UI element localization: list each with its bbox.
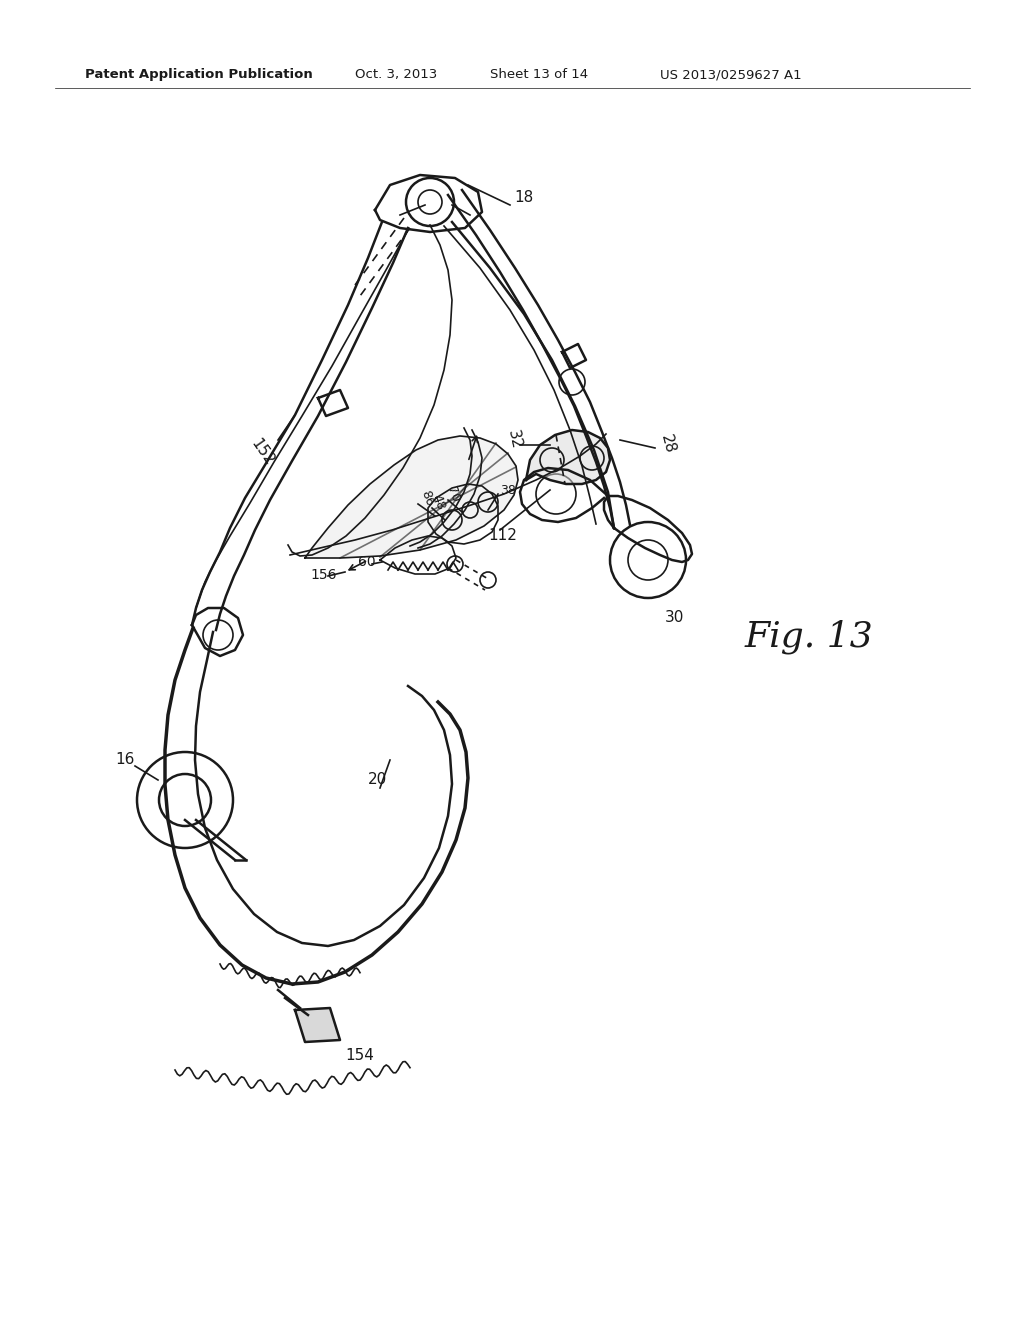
Text: 48: 48	[430, 492, 447, 512]
Text: 70: 70	[444, 484, 462, 504]
Text: 16: 16	[115, 752, 134, 767]
Text: Patent Application Publication: Patent Application Publication	[85, 69, 312, 81]
Text: 60: 60	[358, 554, 376, 569]
Text: Fig. 13: Fig. 13	[745, 620, 873, 655]
Text: 86: 86	[418, 488, 435, 508]
Circle shape	[137, 752, 233, 847]
Text: 28: 28	[658, 433, 678, 455]
Text: 112: 112	[488, 528, 517, 543]
Text: 30: 30	[665, 610, 684, 626]
Polygon shape	[526, 430, 610, 484]
Text: 152: 152	[248, 436, 276, 469]
Text: 32: 32	[505, 429, 523, 451]
Text: Sheet 13 of 14: Sheet 13 of 14	[490, 69, 588, 81]
Polygon shape	[305, 436, 518, 558]
Polygon shape	[295, 1008, 340, 1041]
Text: US 2013/0259627 A1: US 2013/0259627 A1	[660, 69, 802, 81]
Text: 38: 38	[500, 483, 516, 496]
Text: 20: 20	[368, 772, 387, 788]
Text: 18: 18	[514, 190, 534, 206]
Text: Oct. 3, 2013: Oct. 3, 2013	[355, 69, 437, 81]
Text: 154: 154	[345, 1048, 374, 1063]
Text: 156: 156	[310, 568, 337, 582]
